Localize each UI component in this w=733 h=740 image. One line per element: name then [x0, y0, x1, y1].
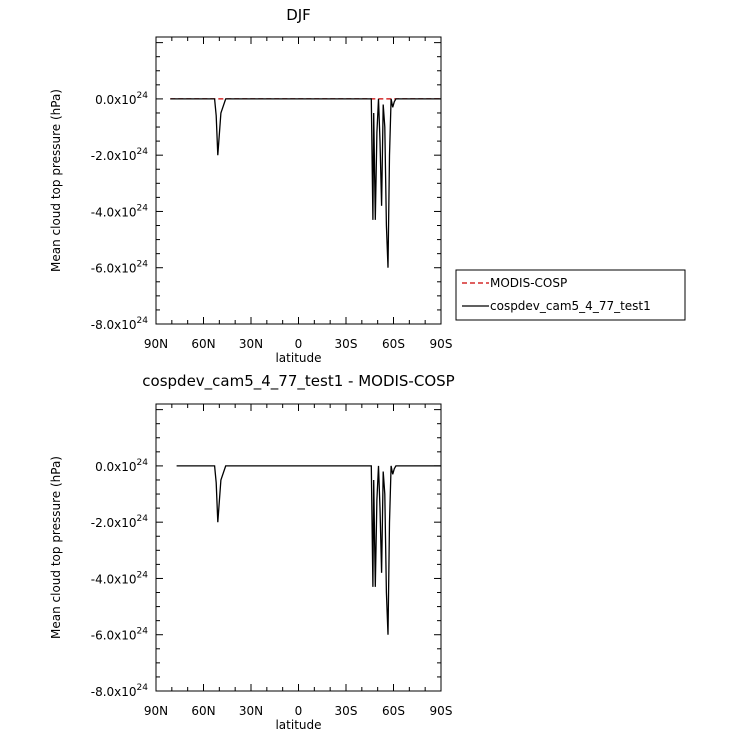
- x-tick-label: 30N: [239, 704, 263, 718]
- x-tick-label: 60S: [382, 704, 405, 718]
- y-tick-label: -2.0x1024: [91, 514, 149, 530]
- y-tick-exponent: 24: [137, 458, 149, 468]
- y-tick-exponent: 24: [137, 627, 149, 637]
- x-axis-label: latitude: [275, 351, 321, 365]
- y-tick-exponent: 24: [137, 514, 149, 524]
- x-tick-label: 90N: [144, 704, 168, 718]
- x-tick-label: 0: [295, 704, 303, 718]
- y-tick-label: 0.0x1024: [95, 458, 148, 474]
- x-tick-label: 90S: [430, 337, 453, 351]
- x-tick-label: 0: [295, 337, 303, 351]
- y-axis-label: Mean cloud top pressure (hPa): [49, 89, 63, 272]
- y-tick-mantissa: 0.0x10: [95, 93, 136, 107]
- y-tick-label: -6.0x1024: [91, 627, 149, 643]
- y-tick-mantissa: -4.0x10: [91, 205, 137, 219]
- x-tick-label: 90N: [144, 337, 168, 351]
- series-group: [176, 465, 441, 635]
- x-tick-label: 60S: [382, 337, 405, 351]
- y-tick-exponent: 24: [137, 147, 149, 157]
- chart-panel-2: cospdev_cam5_4_77_test1 - MODIS-COSP 90N 6…: [49, 372, 455, 732]
- legend-label: cospdev_cam5_4_77_test1: [490, 299, 651, 313]
- y-tick-label: 0.0x1024: [95, 91, 148, 107]
- y-tick-exponent: 24: [137, 570, 149, 580]
- y-tick-mantissa: -8.0x10: [91, 318, 137, 332]
- y-tick-label: -2.0x1024: [91, 147, 149, 163]
- series-line-difference: [176, 465, 441, 635]
- x-axis-label: latitude: [275, 718, 321, 732]
- y-tick-exponent: 24: [137, 203, 149, 213]
- y-tick-exponent: 24: [137, 316, 149, 326]
- y-tick-exponent: 24: [137, 91, 149, 101]
- plot-frame: [155, 403, 442, 692]
- y-tick-exponent: 24: [137, 260, 149, 270]
- legend-label: MODIS-COSP: [490, 276, 567, 290]
- y-tick-mantissa: -2.0x10: [91, 149, 137, 163]
- series-group: [170, 98, 441, 268]
- legend-box: [455, 269, 686, 321]
- y-tick-mantissa: -6.0x10: [91, 262, 137, 276]
- y-tick-mantissa: -6.0x10: [91, 629, 137, 643]
- chart-title: DJF: [286, 6, 311, 24]
- y-tick-label: -4.0x1024: [91, 570, 149, 586]
- x-tick-label: 60N: [191, 704, 215, 718]
- y-tick-label: -6.0x1024: [91, 260, 149, 276]
- y-tick-mantissa: 0.0x10: [95, 460, 136, 474]
- legend: MODIS-COSP cospdev_cam5_4_77_test1: [455, 269, 686, 321]
- series-line-cospdev_cam5_4_77_test1: [170, 98, 441, 268]
- y-tick-label: -4.0x1024: [91, 203, 149, 219]
- y-axis-label: Mean cloud top pressure (hPa): [49, 456, 63, 639]
- y-tick-mantissa: -8.0x10: [91, 685, 137, 699]
- x-tick-label: 30N: [239, 337, 263, 351]
- x-tick-label: 60N: [191, 337, 215, 351]
- chart-title: cospdev_cam5_4_77_test1 - MODIS-COSP: [142, 372, 454, 391]
- y-tick-mantissa: -2.0x10: [91, 516, 137, 530]
- y-tick-label: -8.0x1024: [91, 316, 149, 332]
- plot-frame: [155, 36, 442, 325]
- x-tick-label: 30S: [335, 704, 358, 718]
- x-tick-label: 30S: [335, 337, 358, 351]
- y-tick-mantissa: -4.0x10: [91, 572, 137, 586]
- y-tick-exponent: 24: [137, 683, 149, 693]
- y-tick-label: -8.0x1024: [91, 683, 149, 699]
- x-tick-label: 90S: [430, 704, 453, 718]
